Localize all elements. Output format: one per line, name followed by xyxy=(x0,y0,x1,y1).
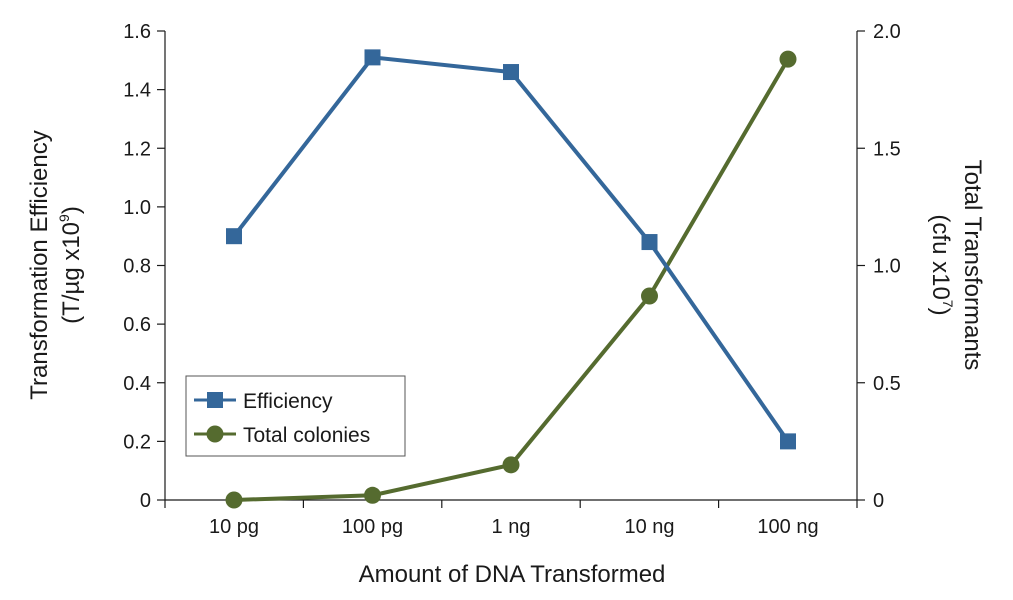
legend-efficiency-marker xyxy=(207,392,223,408)
efficiency-point xyxy=(641,234,658,251)
x-axis-title: Amount of DNA Transformed xyxy=(359,561,666,588)
x-tick-label: 100 ng xyxy=(757,516,818,538)
right-y-axis-title-line1: Total Transformants xyxy=(959,160,986,371)
right-y-tick-label: 1.5 xyxy=(873,138,901,160)
x-tick-label: 10 pg xyxy=(209,516,259,538)
efficiency-point xyxy=(226,228,242,245)
series-layer xyxy=(225,49,797,509)
efficiency-point xyxy=(503,64,519,81)
left-y-tick-label: 1.2 xyxy=(123,138,151,160)
left-y-tick-label: 0.2 xyxy=(123,431,151,453)
left-y-axis-title: Transformation Efficiency (T/µg x109) xyxy=(26,130,85,399)
x-tick-label: 100 pg xyxy=(342,516,403,538)
right-y-axis-title: Total Transformants (cfu x107) xyxy=(927,160,986,371)
legend-colonies-marker xyxy=(206,425,224,443)
total-colonies-point xyxy=(779,50,797,68)
total-colonies-point xyxy=(641,287,658,305)
left-y-tick-label: 1.6 xyxy=(123,21,151,43)
total-colonies-point xyxy=(502,456,520,474)
left-y-axis-ticks: 0 0.2 0.4 0.6 0.8 1.0 1.2 1.4 1.6 xyxy=(123,21,165,512)
right-y-tick-label: 0.5 xyxy=(873,373,901,395)
right-y-tick-label: 0 xyxy=(873,490,884,512)
right-y-tick-label: 2.0 xyxy=(873,21,901,43)
x-tick-label: 1 ng xyxy=(492,516,531,538)
left-y-tick-label: 0 xyxy=(140,490,151,512)
left-y-tick-label: 1.4 xyxy=(123,80,151,102)
legend-colonies-label: Total colonies xyxy=(243,424,370,447)
left-y-tick-label: 0.8 xyxy=(123,256,151,278)
efficiency-point xyxy=(780,433,796,450)
legend-efficiency-label: Efficiency xyxy=(243,390,333,413)
right-y-axis-ticks: 0 0.5 1.0 1.5 2.0 xyxy=(857,21,901,512)
left-y-tick-label: 0.6 xyxy=(123,314,151,336)
left-y-axis-title-line2: (T/µg x109) xyxy=(56,206,85,324)
total-colonies-point xyxy=(225,491,243,509)
left-y-axis-title-line1: Transformation Efficiency xyxy=(26,130,53,399)
legend: Efficiency Total colonies xyxy=(185,375,406,457)
legend-box xyxy=(185,375,406,457)
x-axis-ticks: 10 pg 100 pg 1 ng 10 ng 100 ng xyxy=(164,500,858,538)
x-tick-label: 10 ng xyxy=(624,516,674,538)
right-y-axis-title-line2: (cfu x107) xyxy=(927,214,956,315)
right-y-tick-label: 1.0 xyxy=(873,256,901,278)
efficiency-point xyxy=(364,49,381,66)
left-y-tick-label: 1.0 xyxy=(123,197,151,219)
left-y-tick-label: 0.4 xyxy=(123,373,151,395)
total-colonies-point xyxy=(364,486,381,504)
